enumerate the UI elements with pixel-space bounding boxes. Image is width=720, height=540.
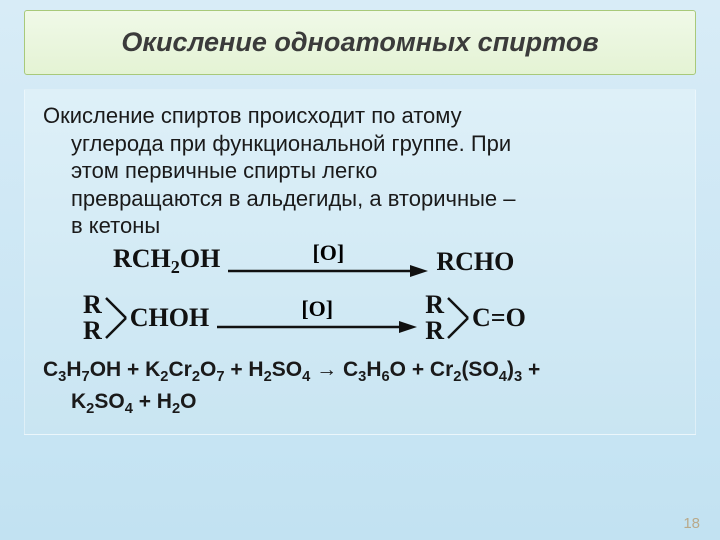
r-bot-right: R xyxy=(425,318,444,344)
reaction-1-arrow: [O] xyxy=(228,244,428,280)
content-box: Окисление спиртов происходит по атому уг… xyxy=(24,89,696,435)
equation-line-1: C3H7OH + K2Cr2O7 + H2SO4 → C3H6O + Cr2(S… xyxy=(43,358,540,381)
balanced-equation: C3H7OH + K2Cr2O7 + H2SO4 → C3H6O + Cr2(S… xyxy=(43,356,677,420)
equation-line-2: K2SO4 + H2O xyxy=(71,390,196,413)
r-top-right: R xyxy=(425,292,444,318)
reaction-1-left: RCH2OH xyxy=(113,244,220,278)
reaction-2-right: R R C=O xyxy=(425,292,526,344)
reaction-1-right: RCHO xyxy=(436,247,514,277)
reaction-2-arrow: [O] xyxy=(217,300,417,336)
rxn1-left-sub: 2 xyxy=(171,258,180,278)
angle-bracket-icon xyxy=(104,292,128,344)
title-box: Окисление одноатомных спиртов xyxy=(24,10,696,75)
body-line-2: углерода при функциональной группе. При xyxy=(71,131,511,156)
reaction-1: RCH2OH [O] RCHO xyxy=(113,244,677,280)
oxidant-label-1: [O] xyxy=(312,240,344,266)
co-label: C=O xyxy=(472,303,526,333)
angle-bracket-icon xyxy=(446,292,470,344)
slide-title: Окисление одноатомных спиртов xyxy=(45,27,675,58)
oxidant-label-2: [O] xyxy=(301,296,333,322)
reaction-2: R R CHOH [O] R R xyxy=(83,292,677,344)
arrow-icon xyxy=(228,264,428,278)
reaction-2-left: R R CHOH xyxy=(83,292,209,344)
body-line-1: Окисление спиртов происходит по атому xyxy=(43,103,462,128)
slide: Окисление одноатомных спиртов Окисление … xyxy=(0,0,720,540)
rxn1-left-a: RCH xyxy=(113,244,171,273)
r-bot-left: R xyxy=(83,318,102,344)
body-line-4: превращаются в альдегиды, а вторичные – xyxy=(71,186,516,211)
body-paragraph: Окисление спиртов происходит по атому уг… xyxy=(43,102,677,240)
r-stack-left: R R xyxy=(83,292,102,344)
body-line-5: в кетоны xyxy=(71,213,160,238)
r-top-left: R xyxy=(83,292,102,318)
body-line-3: этом первичные спирты легко xyxy=(71,158,377,183)
rxn1-left-b: OH xyxy=(180,244,220,273)
choh-label: CHOH xyxy=(130,303,209,333)
r-stack-right: R R xyxy=(425,292,444,344)
arrow-icon xyxy=(217,320,417,334)
page-number: 18 xyxy=(683,515,700,532)
